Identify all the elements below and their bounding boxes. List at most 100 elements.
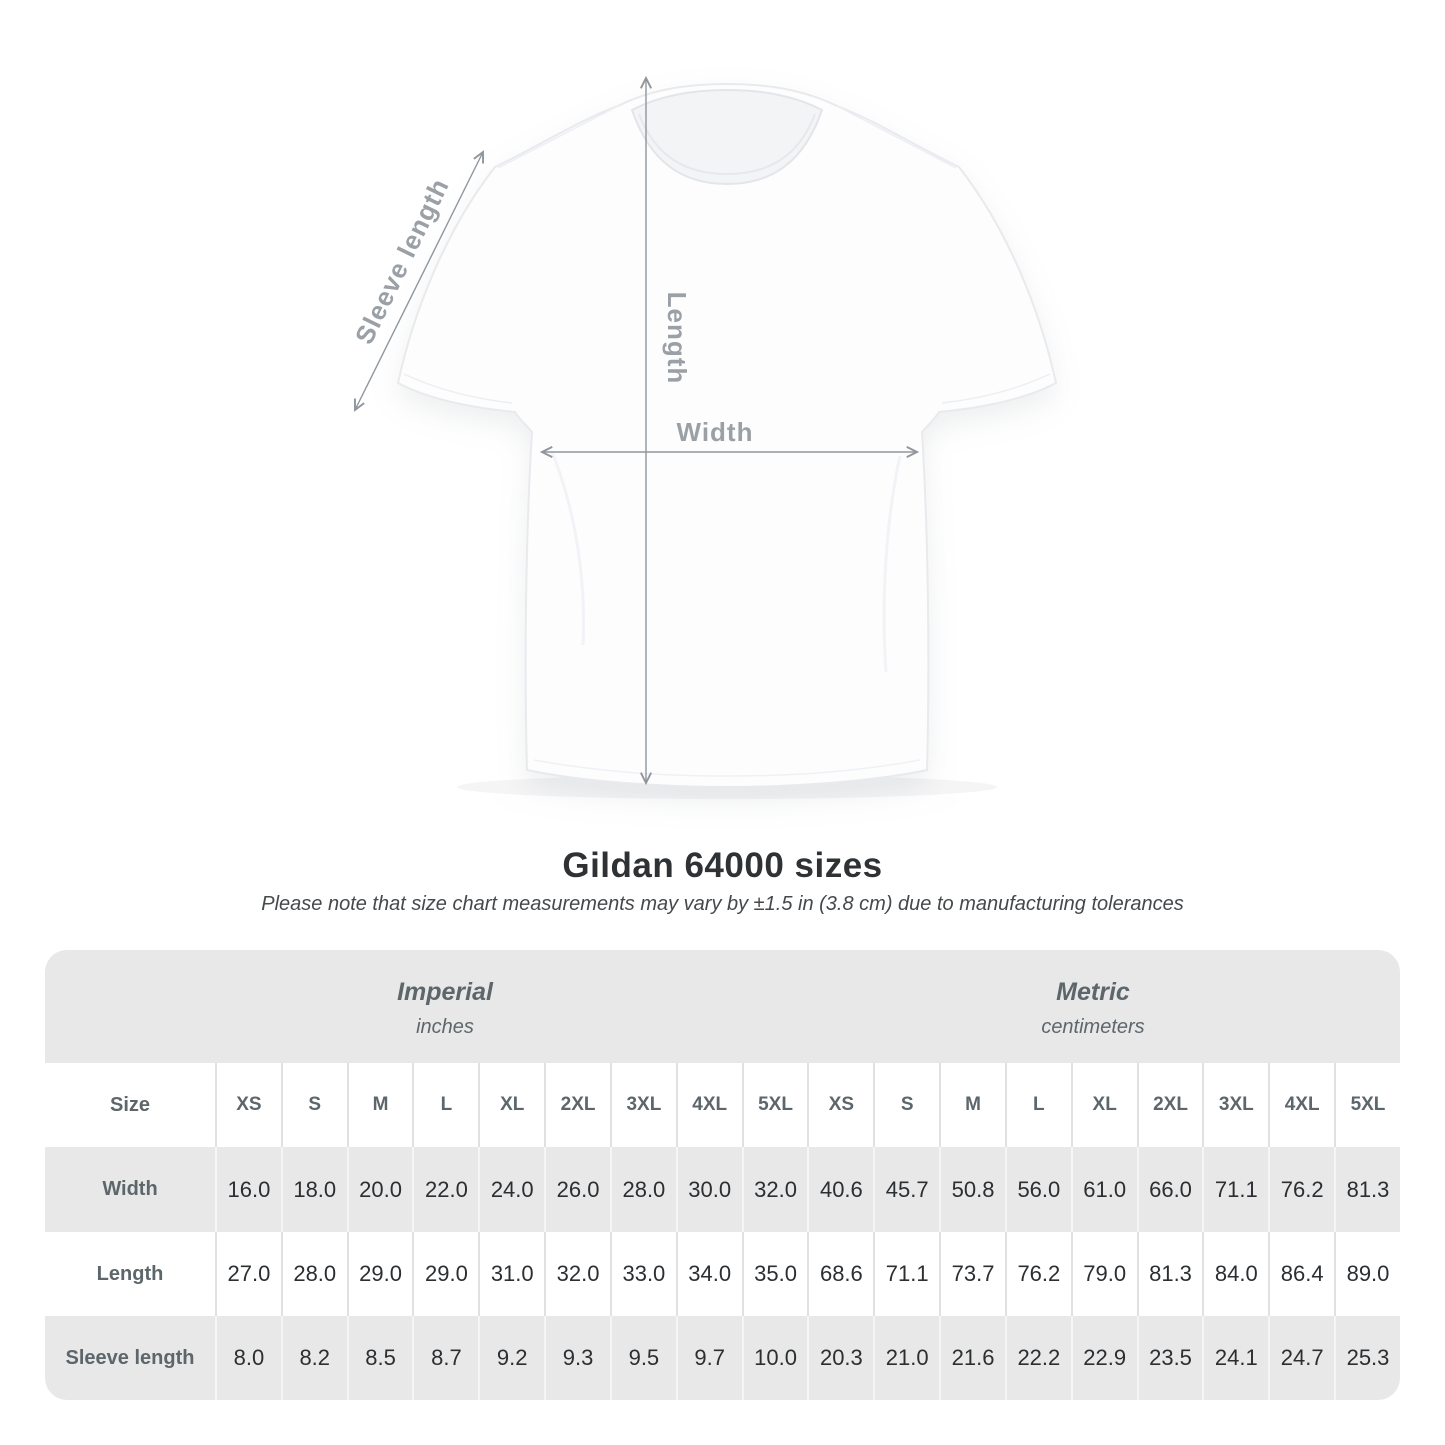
size-col-header: L bbox=[1004, 1063, 1071, 1147]
metric-group-unit: centimeters bbox=[1041, 1016, 1145, 1038]
value-cell: 20.3 bbox=[807, 1316, 873, 1400]
size-col-header: 3XL bbox=[609, 1063, 676, 1147]
row-label-sleeve-length: Sleeve length bbox=[65, 1346, 195, 1369]
tshirt-shoulder-seam-left bbox=[497, 105, 619, 169]
tshirt-graphic bbox=[396, 82, 1058, 799]
size-header-row: Size XS S M L XL 2XL 3XL 4XL 5XL XS S M … bbox=[45, 1063, 1400, 1147]
value-cell: 9.5 bbox=[609, 1316, 676, 1400]
imperial-group-unit: inches bbox=[416, 1016, 474, 1038]
value-cell: 32.0 bbox=[544, 1232, 610, 1316]
value-cell: 81.3 bbox=[1334, 1147, 1400, 1232]
size-col-header: S bbox=[280, 1063, 347, 1147]
size-col-header: M bbox=[346, 1063, 413, 1147]
size-col-header: XS bbox=[215, 1063, 281, 1147]
tshirt-collar-ribbing bbox=[638, 113, 816, 176]
value-cell: 34.0 bbox=[675, 1232, 742, 1316]
table-row-sleeve-length: Sleeve length 8.0 8.2 8.5 8.7 9.2 9.3 9.… bbox=[45, 1316, 1400, 1400]
size-col-header: XS bbox=[807, 1063, 873, 1147]
value-cell: 27.0 bbox=[215, 1232, 281, 1316]
value-cell: 20.0 bbox=[346, 1147, 413, 1232]
tshirt-neck-opening bbox=[630, 88, 824, 186]
value-cell: 61.0 bbox=[1070, 1147, 1137, 1232]
size-col-header: 4XL bbox=[1268, 1063, 1334, 1147]
value-cell: 71.1 bbox=[1202, 1147, 1268, 1232]
value-cell: 31.0 bbox=[478, 1232, 544, 1316]
value-cell: 21.0 bbox=[873, 1316, 939, 1400]
value-cell: 9.7 bbox=[675, 1316, 742, 1400]
value-cell: 29.0 bbox=[346, 1232, 413, 1316]
tshirt-measurement-diagram: Width Length Sleeve length bbox=[349, 75, 1058, 799]
imperial-unit-group: Imperial inches bbox=[397, 950, 493, 1065]
value-cell: 30.0 bbox=[675, 1147, 742, 1232]
unit-header-band: Imperial inches Metric centimeters bbox=[45, 950, 1400, 1063]
tshirt-wrinkle-right bbox=[882, 455, 902, 673]
value-cell: 73.7 bbox=[939, 1232, 1005, 1316]
value-cell: 9.3 bbox=[544, 1316, 610, 1400]
value-cell: 22.2 bbox=[1004, 1316, 1071, 1400]
value-cell: 9.2 bbox=[478, 1316, 544, 1400]
sleeve-length-arrow bbox=[354, 150, 484, 412]
value-cell: 24.0 bbox=[478, 1147, 544, 1232]
value-cell: 22.9 bbox=[1070, 1316, 1137, 1400]
row-label-length: Length bbox=[96, 1262, 164, 1285]
value-cell: 66.0 bbox=[1136, 1147, 1203, 1232]
metric-unit-group: Metric centimeters bbox=[1041, 950, 1144, 1065]
value-cell: 29.0 bbox=[412, 1232, 478, 1316]
size-col-header: M bbox=[939, 1063, 1005, 1147]
value-cell: 26.0 bbox=[544, 1147, 610, 1232]
value-cell: 8.7 bbox=[412, 1316, 478, 1400]
value-cell: 28.0 bbox=[609, 1147, 676, 1232]
tshirt-body bbox=[396, 82, 1058, 789]
value-cell: 22.0 bbox=[412, 1147, 478, 1232]
value-cell: 8.0 bbox=[215, 1316, 281, 1400]
value-cell: 32.0 bbox=[741, 1147, 808, 1232]
page-title: Gildan 64000 sizes bbox=[562, 846, 883, 885]
row-label-width: Width bbox=[102, 1178, 158, 1200]
width-arrow-label: Width bbox=[677, 417, 754, 447]
size-col-header: 5XL bbox=[741, 1063, 808, 1147]
metric-group-label: Metric bbox=[1056, 978, 1130, 1006]
value-cell: 84.0 bbox=[1202, 1232, 1268, 1316]
value-cell: 89.0 bbox=[1334, 1232, 1400, 1316]
value-cell: 25.3 bbox=[1334, 1316, 1400, 1400]
value-cell: 23.5 bbox=[1136, 1316, 1203, 1400]
value-cell: 45.7 bbox=[873, 1147, 939, 1232]
imperial-group-label: Imperial bbox=[397, 978, 493, 1006]
tshirt-shoulder-seam-right bbox=[836, 105, 957, 169]
value-cell: 24.1 bbox=[1202, 1316, 1268, 1400]
tshirt-bottom-hem bbox=[533, 759, 921, 777]
size-col-header: XL bbox=[1070, 1063, 1137, 1147]
table-row-width: Width 16.0 18.0 20.0 22.0 24.0 26.0 28.0… bbox=[45, 1147, 1400, 1232]
size-col-header: L bbox=[412, 1063, 478, 1147]
size-col-header: 2XL bbox=[1136, 1063, 1203, 1147]
value-cell: 33.0 bbox=[609, 1232, 676, 1316]
value-cell: 56.0 bbox=[1004, 1147, 1071, 1232]
value-cell: 76.2 bbox=[1004, 1232, 1071, 1316]
tolerance-note: Please note that size chart measurements… bbox=[261, 893, 1184, 915]
size-col-header: 4XL bbox=[675, 1063, 742, 1147]
value-cell: 18.0 bbox=[280, 1147, 347, 1232]
value-cell: 35.0 bbox=[741, 1232, 808, 1316]
value-cell: 71.1 bbox=[873, 1232, 939, 1316]
tshirt-wrinkle-left bbox=[550, 451, 586, 646]
size-col-header: XL bbox=[478, 1063, 544, 1147]
tshirt-cuff-hem-right bbox=[941, 373, 1051, 404]
value-cell: 24.7 bbox=[1268, 1316, 1334, 1400]
value-cell: 8.2 bbox=[280, 1316, 347, 1400]
value-cell: 40.6 bbox=[807, 1147, 873, 1232]
value-cell: 68.6 bbox=[807, 1232, 873, 1316]
size-col-header: 5XL bbox=[1334, 1063, 1400, 1147]
value-cell: 28.0 bbox=[280, 1232, 347, 1316]
value-cell: 76.2 bbox=[1268, 1147, 1334, 1232]
table-row-length: Length 27.0 28.0 29.0 29.0 31.0 32.0 33.… bbox=[45, 1232, 1400, 1316]
size-col-header: S bbox=[873, 1063, 939, 1147]
size-chart-table: Imperial inches Metric centimeters Size … bbox=[45, 950, 1400, 1400]
value-cell: 16.0 bbox=[215, 1147, 281, 1232]
value-cell: 79.0 bbox=[1070, 1232, 1137, 1316]
length-arrow-label: Length bbox=[662, 292, 692, 385]
value-cell: 21.6 bbox=[939, 1316, 1005, 1400]
size-col-header: 2XL bbox=[544, 1063, 610, 1147]
size-header-label: Size bbox=[109, 1093, 151, 1116]
value-cell: 10.0 bbox=[741, 1316, 808, 1400]
